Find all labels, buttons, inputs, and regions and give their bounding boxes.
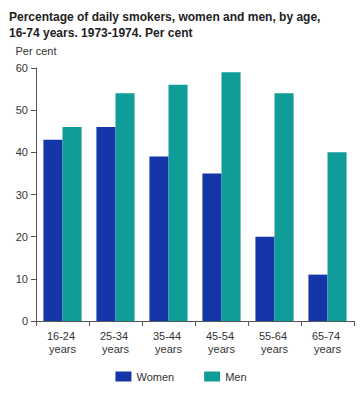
svg-text:Per cent: Per cent xyxy=(16,45,57,57)
svg-text:30: 30 xyxy=(16,189,28,201)
svg-text:0: 0 xyxy=(22,315,28,327)
svg-text:years: years xyxy=(261,343,288,355)
svg-text:60: 60 xyxy=(16,62,28,74)
svg-text:years: years xyxy=(49,343,76,355)
svg-text:years: years xyxy=(314,343,341,355)
svg-text:55-64: 55-64 xyxy=(259,330,290,342)
svg-text:40: 40 xyxy=(16,146,28,158)
svg-text:35-44: 35-44 xyxy=(153,330,184,342)
svg-text:16-24: 16-24 xyxy=(47,330,78,342)
svg-text:65-74: 65-74 xyxy=(312,330,343,342)
svg-text:years: years xyxy=(208,343,235,355)
svg-text:10: 10 xyxy=(16,273,28,285)
svg-text:20: 20 xyxy=(16,231,28,243)
svg-text:Men: Men xyxy=(225,371,246,383)
svg-text:Women: Women xyxy=(136,371,174,383)
svg-text:Percentage of daily smokers, w: Percentage of daily smokers, women and m… xyxy=(9,10,324,24)
svg-text:25-34: 25-34 xyxy=(100,330,131,342)
svg-text:years: years xyxy=(155,343,182,355)
svg-text:45-54: 45-54 xyxy=(206,330,237,342)
svg-text:50: 50 xyxy=(16,104,28,116)
svg-text:16-74 years. 1973-1974. Per ce: 16-74 years. 1973-1974. Per cent xyxy=(9,26,192,40)
svg-text:years: years xyxy=(102,343,129,355)
